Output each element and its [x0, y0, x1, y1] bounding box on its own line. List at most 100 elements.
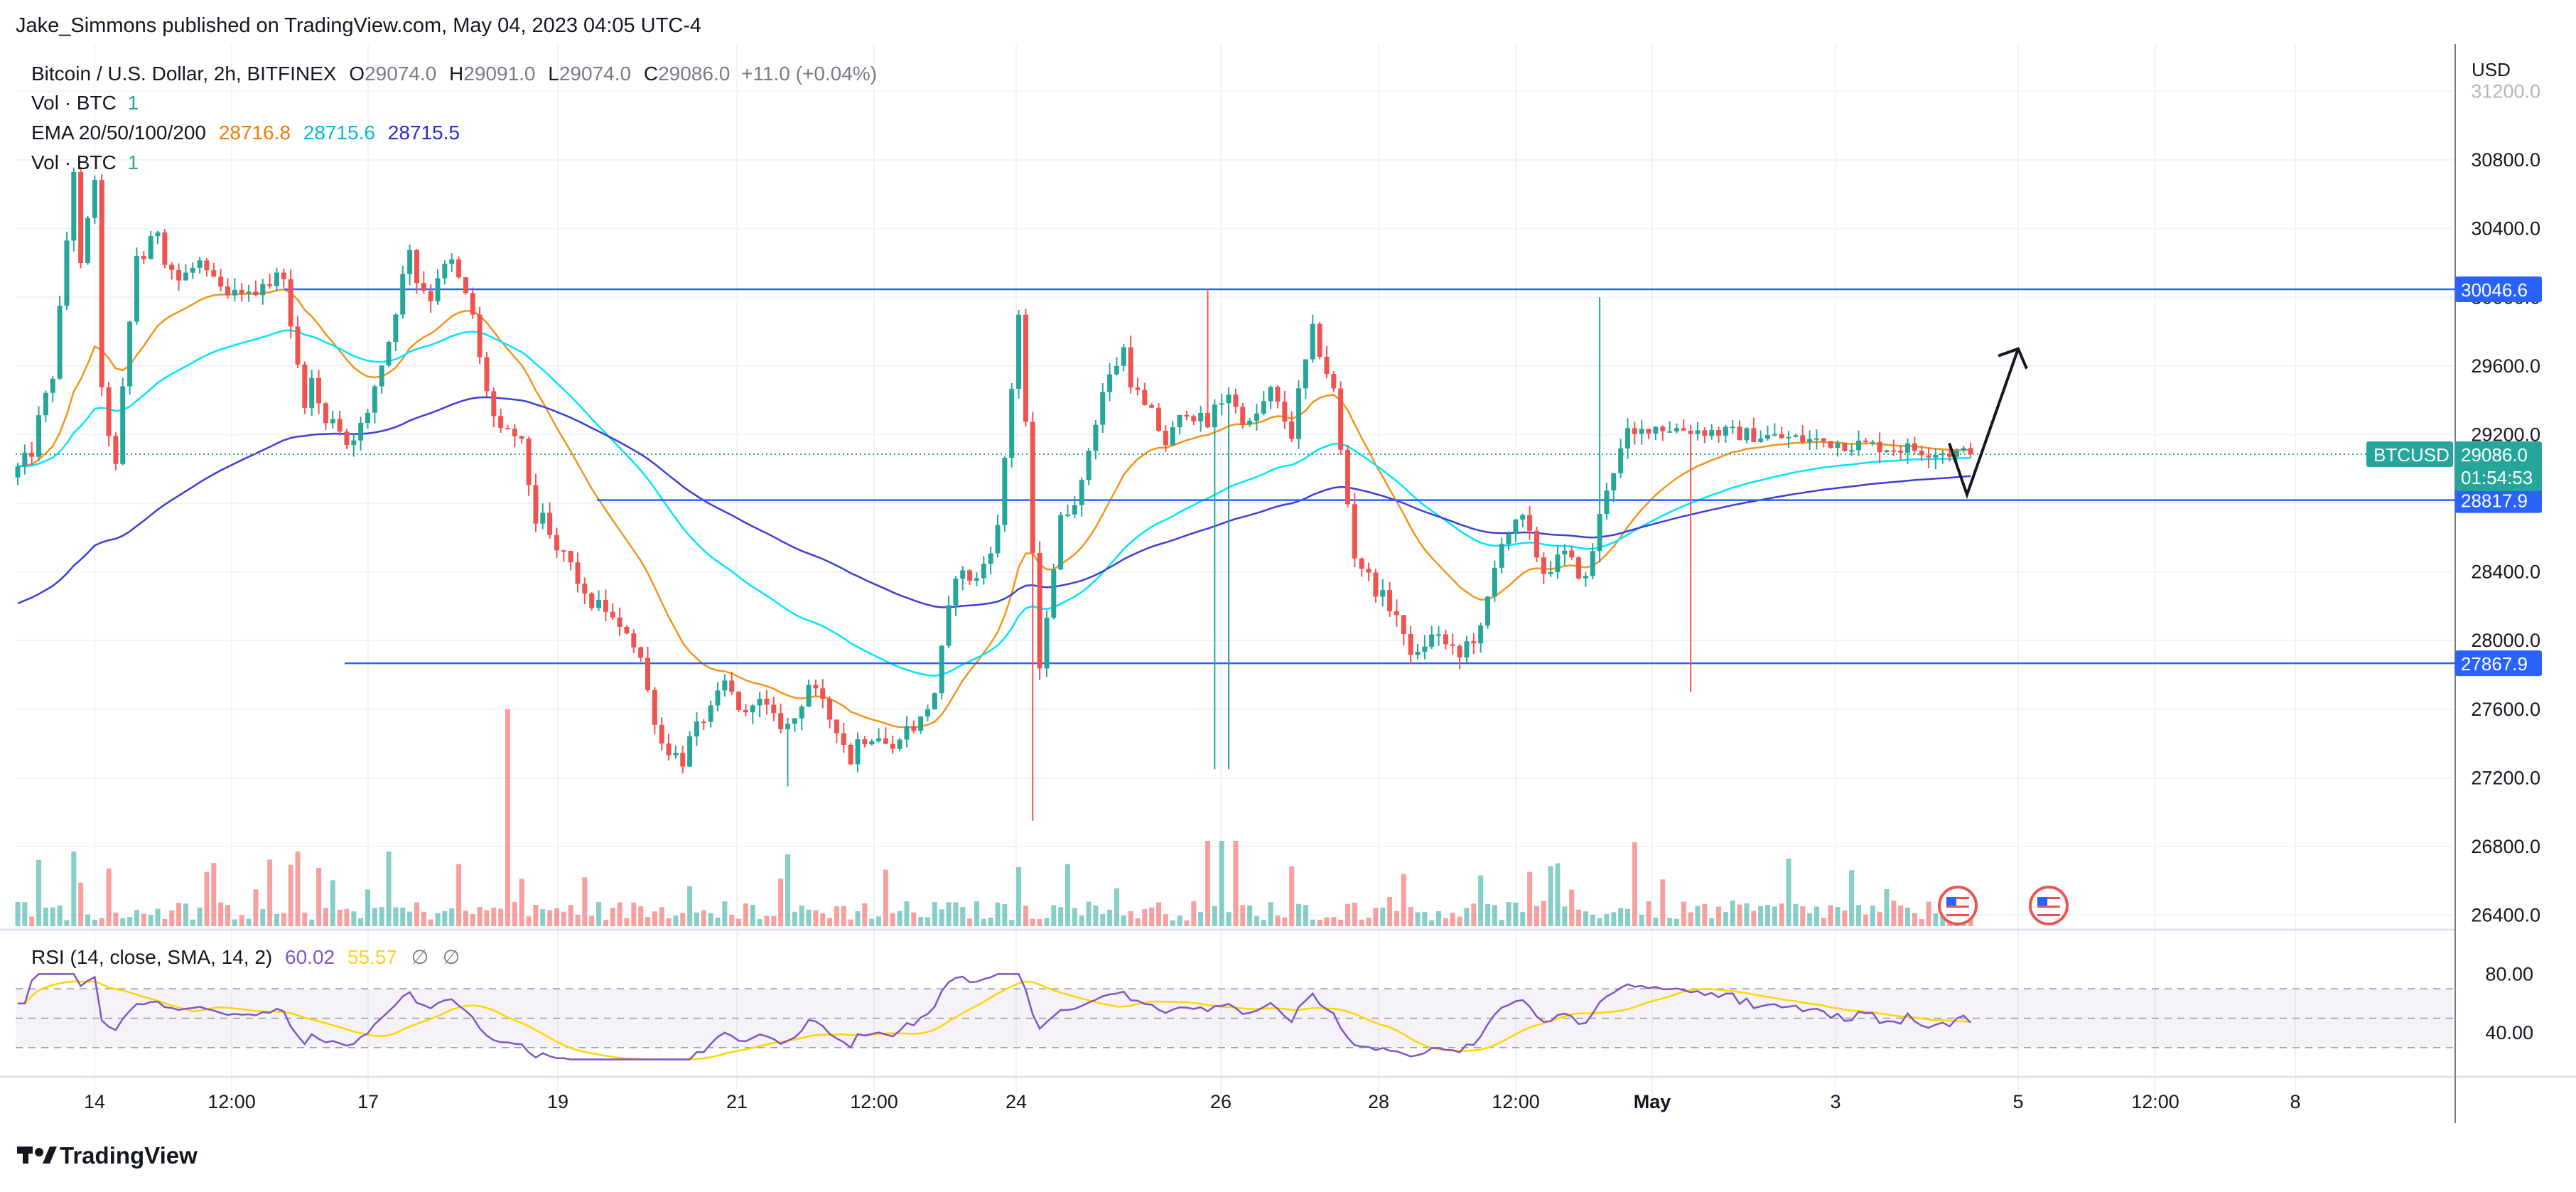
candle-body [1058, 515, 1064, 570]
volume-bar [974, 901, 979, 926]
volume-bar [1905, 907, 1910, 926]
legend-ema-label: EMA 20/50/100/200 [31, 122, 206, 144]
time-tick-label: 12:00 [1492, 1091, 1540, 1112]
volume-bar [1142, 909, 1148, 926]
candle-body [1814, 438, 1819, 440]
rsi-legend-line: RSI (14, close, SMA, 14, 2) 60.02 55.57 … [31, 946, 460, 968]
tradingview-logo[interactable]: TradingView [17, 1142, 198, 1169]
candle-body [960, 570, 966, 579]
volume-bar [1884, 889, 1890, 926]
volume-bar [127, 917, 133, 926]
price-tick-label: 28000.0 [2471, 630, 2540, 651]
volume-bar [1856, 905, 1862, 926]
rsi-extra2: ∅ [443, 946, 460, 968]
volume-bar [211, 863, 217, 926]
volume-bar [1520, 911, 1526, 926]
candle-body [253, 291, 259, 296]
candle-body [953, 579, 959, 606]
candle-body [1478, 625, 1484, 644]
volume-bar [1093, 905, 1099, 926]
flag-stripe [2037, 901, 2060, 903]
volume-bar [1933, 913, 1939, 926]
volume-bar [897, 911, 902, 926]
candle-body [631, 633, 637, 648]
volume-bar [414, 902, 419, 926]
projection-arrow[interactable] [1948, 347, 2028, 500]
volume-bar [358, 918, 364, 926]
us-flag-icon[interactable] [2029, 886, 2069, 925]
candle-body [988, 553, 993, 564]
volume-bar [722, 901, 728, 926]
volume-bar [1275, 915, 1281, 926]
volume-bar [1611, 912, 1617, 926]
candle-body [1044, 618, 1050, 669]
volume-bar [1548, 866, 1553, 926]
event-flags[interactable] [1938, 886, 2069, 925]
volume-bar [1422, 911, 1428, 926]
candle-body [1338, 388, 1344, 450]
legend-h-label: H [449, 63, 463, 85]
volume-bar [1793, 903, 1799, 926]
volume-bar [1072, 908, 1077, 926]
volume-bar [869, 918, 875, 926]
volume-bar [1387, 896, 1393, 926]
volume-bar [1030, 918, 1035, 926]
volume-bar [1079, 916, 1084, 926]
candle-body [302, 364, 308, 408]
candle-body [204, 260, 210, 271]
arrow-path[interactable] [1948, 348, 2020, 500]
candle-body [1569, 550, 1575, 558]
last-price-text: 29086.0 [2461, 444, 2528, 466]
volume-bar [841, 906, 846, 926]
rsi-pane [16, 973, 2453, 1061]
candle-body [519, 436, 524, 439]
price-tick-label: 26800.0 [2471, 836, 2540, 857]
candle-body [379, 365, 384, 387]
candle-body [1387, 590, 1393, 611]
candle-body [610, 611, 615, 618]
candle-body [1583, 576, 1588, 579]
candle-body [1765, 435, 1770, 439]
volume-bar [1156, 902, 1162, 926]
candle-body [1968, 448, 1973, 454]
volume-bar [155, 908, 161, 926]
volume-bar [1205, 841, 1210, 926]
price-tick-label: 31200.0 [2471, 81, 2540, 102]
volume-bar [1527, 871, 1533, 926]
volume-bar [36, 859, 42, 926]
volume-bar [540, 909, 546, 926]
candle-body [1191, 416, 1197, 422]
volume-bar [1380, 907, 1386, 926]
candle-body [1786, 436, 1791, 439]
volume-bar [561, 911, 566, 926]
us-flag-icon[interactable] [1938, 886, 1978, 925]
price-tick-label: 27200.0 [2471, 767, 2540, 788]
volume-bar [1737, 904, 1742, 926]
volume-bar [1226, 912, 1232, 926]
candle-body [239, 289, 244, 294]
candle-body [638, 647, 644, 658]
volume-bar [1772, 906, 1777, 926]
candle-body [876, 738, 882, 741]
volume-bar [260, 909, 266, 926]
candle-body [932, 693, 937, 709]
candle-body [1611, 473, 1617, 491]
candle-body [533, 485, 539, 524]
candle-body [778, 713, 784, 729]
volume-bar [1912, 913, 1917, 926]
volume-bar [813, 910, 819, 926]
candle-body [1674, 428, 1679, 431]
arrowhead[interactable] [1998, 347, 2028, 370]
candle-body [1849, 450, 1855, 452]
volume-bar [603, 920, 608, 926]
volume-bar [547, 910, 553, 926]
candle-body [1205, 412, 1210, 428]
candle-body [22, 452, 28, 467]
candle-body [757, 699, 762, 706]
volume-bar [533, 905, 539, 926]
volume-bar [526, 916, 532, 926]
horizontal-levels[interactable] [16, 288, 2455, 665]
legend-c-label: C [644, 63, 658, 85]
time-tick-label: 3 [1830, 1091, 1841, 1112]
